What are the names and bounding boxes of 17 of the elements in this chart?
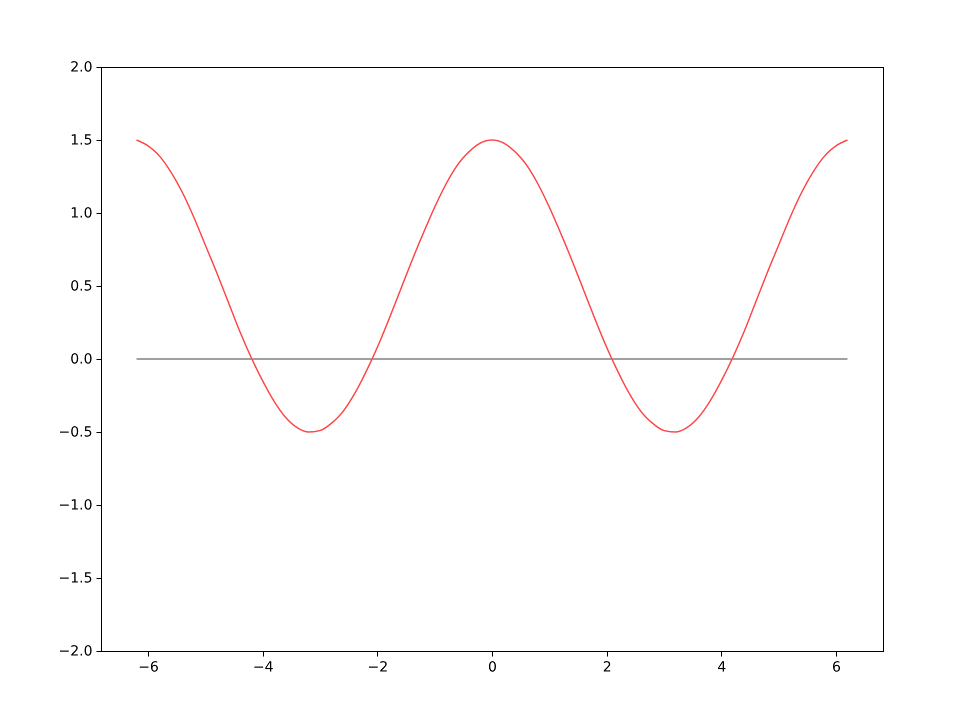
line-series [136, 139, 848, 433]
y-tick-label: 0.0 [70, 352, 92, 368]
x-tick-label: 2 [602, 660, 612, 676]
y-tick-label: −1.5 [58, 570, 92, 586]
x-tick-label: 0 [488, 660, 497, 676]
x-tick-label: 6 [832, 660, 842, 676]
x-tick-label: −6 [138, 660, 159, 676]
y-tick-label: 2.0 [70, 60, 92, 76]
x-tick-label: −4 [252, 660, 274, 676]
y-tick-label: 1.0 [70, 206, 92, 222]
x-tick-label: −2 [368, 660, 388, 676]
y-tick-label: −0.5 [58, 424, 92, 440]
y-tick-label: −2.0 [58, 644, 92, 660]
x-tick-label: 4 [717, 660, 726, 676]
y-tick-label: −1.0 [58, 498, 92, 514]
y-tick-label: 0.5 [70, 278, 92, 294]
y-tick-label: 1.5 [70, 132, 92, 148]
